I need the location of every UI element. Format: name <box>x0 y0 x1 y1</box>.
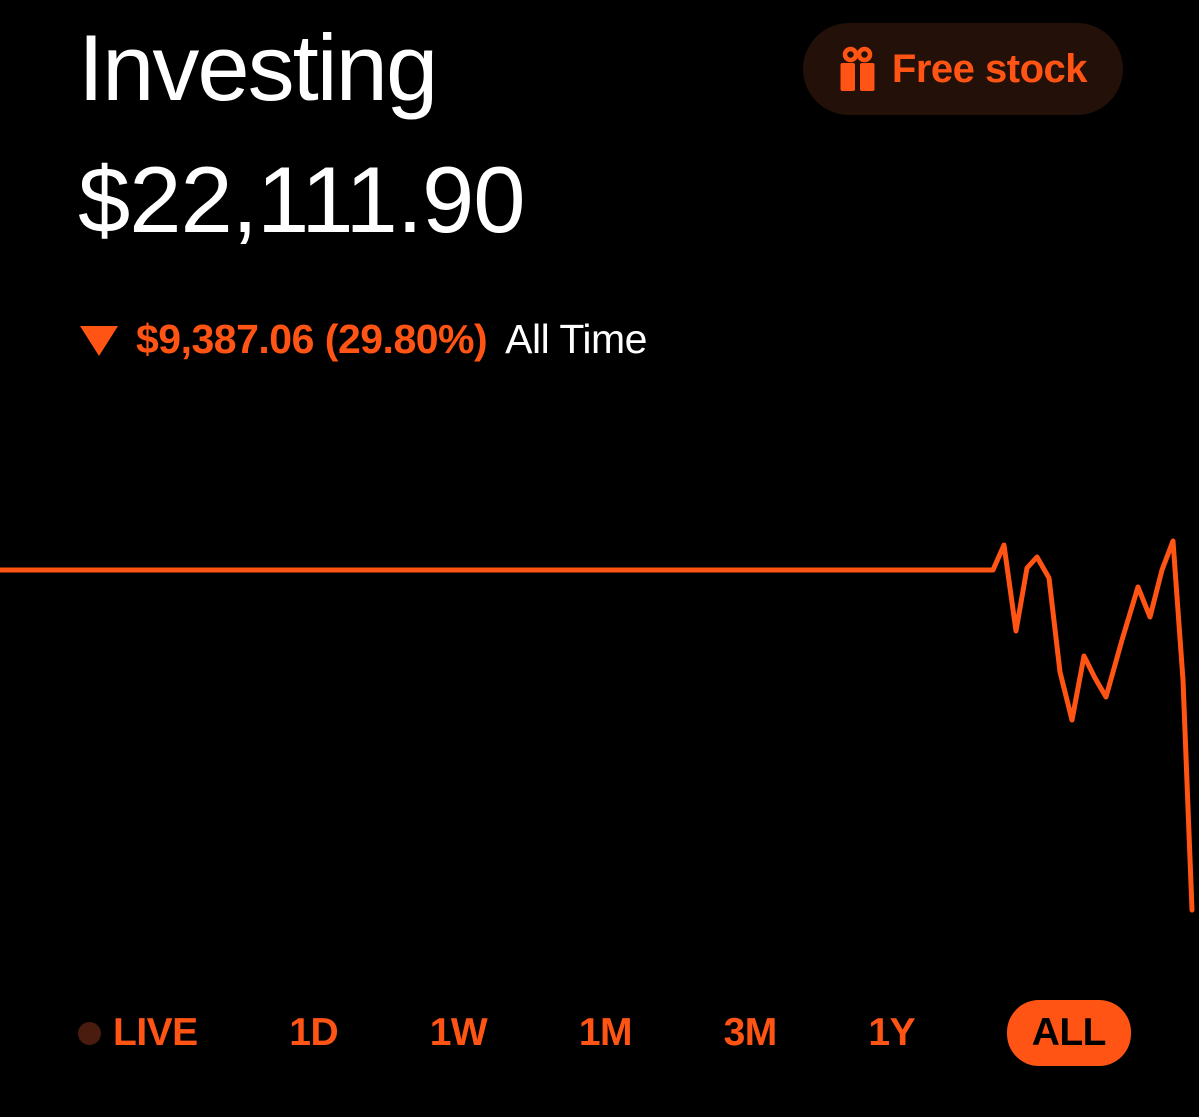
range-item-label: 1D <box>289 1011 339 1054</box>
range-item-label: LIVE <box>113 1011 198 1054</box>
gift-icon <box>840 46 875 91</box>
range-item-1y[interactable]: 1Y <box>868 1011 915 1055</box>
range-item-3m[interactable]: 3M <box>723 1011 778 1055</box>
range-selector: LIVE 1D 1W 1M 3M 1Y ALL <box>78 1000 1131 1066</box>
range-item-label: 1W <box>429 1011 488 1054</box>
page-title: Investing <box>78 15 438 120</box>
range-item-label: 1Y <box>868 1011 916 1054</box>
free-stock-label: Free stock <box>891 46 1088 91</box>
range-item-1w[interactable]: 1W <box>430 1011 488 1055</box>
portfolio-line <box>0 538 1195 913</box>
range-item-label: ALL <box>1031 1011 1107 1054</box>
change-period-label: All Time <box>505 316 647 362</box>
live-dot-icon <box>78 1021 101 1045</box>
range-item-1m[interactable]: 1M <box>578 1011 633 1055</box>
portfolio-balance: $22,111.90 <box>78 147 526 252</box>
range-item-label: 3M <box>723 1011 778 1054</box>
range-item-all[interactable]: ALL <box>1006 1000 1131 1066</box>
free-stock-button[interactable]: Free stock <box>802 23 1123 115</box>
range-item-live[interactable]: LIVE <box>78 1011 198 1055</box>
change-row: $9,387.06 (29.80%) All Time <box>80 316 647 363</box>
change-amount: $9,387.06 (29.80%) <box>136 316 488 362</box>
range-item-label: 1M <box>578 1011 633 1054</box>
range-item-1d[interactable]: 1D <box>289 1011 338 1055</box>
triangle-down-icon <box>80 325 118 356</box>
